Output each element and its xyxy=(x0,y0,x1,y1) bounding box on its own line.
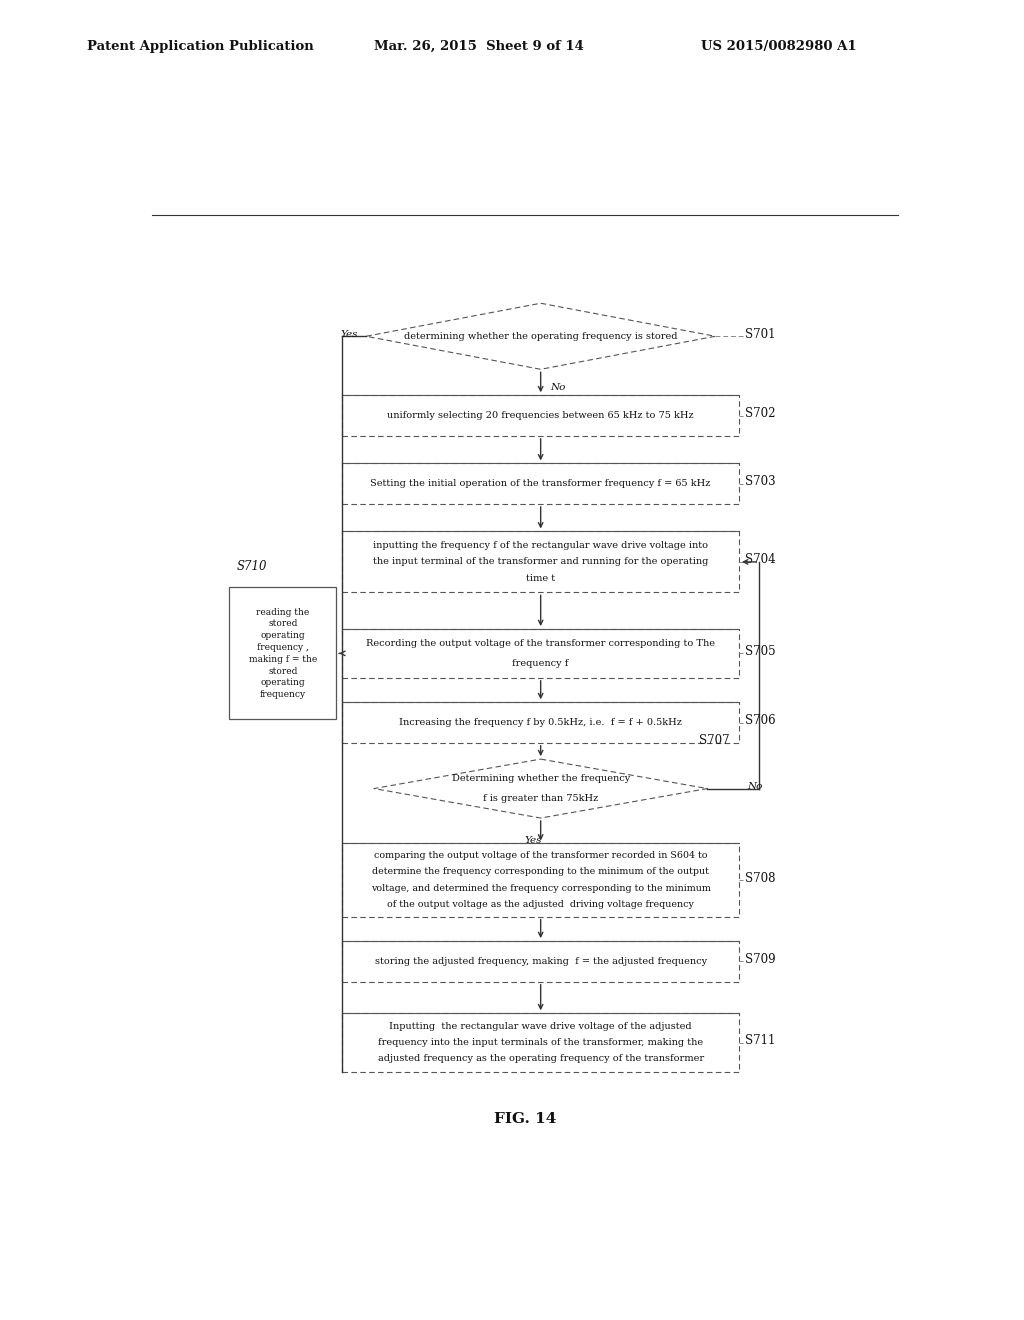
Text: S708: S708 xyxy=(745,871,776,884)
Text: S705: S705 xyxy=(745,645,776,657)
Bar xyxy=(342,941,739,982)
Text: time t: time t xyxy=(526,574,555,582)
Text: Setting the initial operation of the transformer frequency f = 65 kHz: Setting the initial operation of the tra… xyxy=(371,479,711,488)
Text: Increasing the frequency f by 0.5kHz, i.e.  f = f + 0.5kHz: Increasing the frequency f by 0.5kHz, i.… xyxy=(399,718,682,727)
Bar xyxy=(229,587,336,719)
Text: US 2015/0082980 A1: US 2015/0082980 A1 xyxy=(701,40,857,53)
Text: No: No xyxy=(748,781,763,791)
Text: FIG. 14: FIG. 14 xyxy=(494,1111,556,1126)
Text: uniformly selecting 20 frequencies between 65 kHz to 75 kHz: uniformly selecting 20 frequencies betwe… xyxy=(387,411,694,420)
Bar xyxy=(342,702,739,743)
Text: S704: S704 xyxy=(745,553,776,566)
Text: S702: S702 xyxy=(745,407,776,420)
Text: inputting the frequency f of the rectangular wave drive voltage into: inputting the frequency f of the rectang… xyxy=(373,541,709,550)
Text: the input terminal of the transformer and running for the operating: the input terminal of the transformer an… xyxy=(373,557,709,566)
Text: voltage, and determined the frequency corresponding to the minimum: voltage, and determined the frequency co… xyxy=(371,883,711,892)
Text: comparing the output voltage of the transformer recorded in S604 to: comparing the output voltage of the tran… xyxy=(374,851,708,861)
Text: No: No xyxy=(550,383,565,392)
Text: Inputting  the rectangular wave drive voltage of the adjusted: Inputting the rectangular wave drive vol… xyxy=(389,1022,692,1031)
Bar xyxy=(342,630,739,677)
Text: S709: S709 xyxy=(745,953,776,966)
Text: of the output voltage as the adjusted  driving voltage frequency: of the output voltage as the adjusted dr… xyxy=(387,900,694,909)
Text: Recording the output voltage of the transformer corresponding to The: Recording the output voltage of the tran… xyxy=(367,639,715,648)
Text: Patent Application Publication: Patent Application Publication xyxy=(87,40,313,53)
Text: Yes: Yes xyxy=(341,330,358,339)
Text: Yes: Yes xyxy=(524,836,542,845)
Text: S701: S701 xyxy=(745,327,776,341)
Text: reading the
stored
operating
frequency ,
making f = the
stored
operating
frequen: reading the stored operating frequency ,… xyxy=(249,607,316,700)
Text: Mar. 26, 2015  Sheet 9 of 14: Mar. 26, 2015 Sheet 9 of 14 xyxy=(374,40,584,53)
Bar xyxy=(342,532,739,593)
Text: Determining whether the frequency: Determining whether the frequency xyxy=(452,774,630,783)
Bar xyxy=(342,463,739,504)
Text: S707: S707 xyxy=(699,734,730,747)
Text: frequency into the input terminals of the transformer, making the: frequency into the input terminals of th… xyxy=(378,1038,703,1047)
Text: adjusted frequency as the operating frequency of the transformer: adjusted frequency as the operating freq… xyxy=(378,1055,703,1064)
Text: S710: S710 xyxy=(238,561,267,573)
Bar xyxy=(342,843,739,916)
Text: S703: S703 xyxy=(745,475,776,488)
Text: S711: S711 xyxy=(745,1034,776,1047)
Text: frequency f: frequency f xyxy=(512,659,569,668)
Text: S706: S706 xyxy=(745,714,776,727)
Text: f is greater than 75kHz: f is greater than 75kHz xyxy=(483,795,598,804)
Text: storing the adjusted frequency, making  f = the adjusted frequency: storing the adjusted frequency, making f… xyxy=(375,957,707,966)
Bar xyxy=(342,395,739,436)
Text: determine the frequency corresponding to the minimum of the output: determine the frequency corresponding to… xyxy=(373,867,709,876)
Text: determining whether the operating frequency is stored: determining whether the operating freque… xyxy=(403,331,678,341)
Bar xyxy=(342,1014,739,1072)
